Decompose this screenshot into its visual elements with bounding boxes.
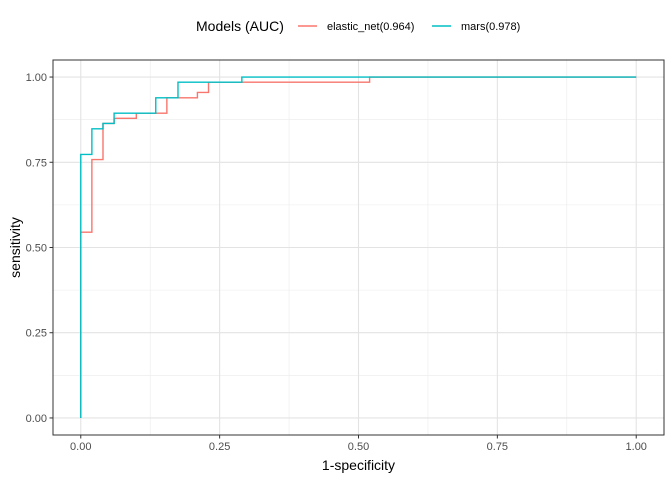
legend: Models (AUC) elastic_net(0.964) mars(0.97…: [196, 18, 520, 34]
y-tick-label: 0.75: [26, 157, 47, 169]
series-layer: [80, 76, 637, 418]
x-tick-label: 0.75: [487, 441, 508, 453]
x-tick-label: 0.50: [348, 441, 369, 453]
y-tick-label: 0.50: [26, 243, 47, 255]
tick-layer: 0.00 0.25 0.50 0.75 1.00 0.00 0.25 0.50 0.75 1.00: [26, 72, 647, 453]
legend-label-1: mars(0.978): [461, 21, 520, 33]
y-tick-label: 1.00: [26, 72, 47, 84]
grid-layer: [53, 60, 664, 435]
series-line-1: [80, 76, 637, 418]
legend-label-0: elastic_net(0.964): [327, 21, 414, 33]
x-tick-label: 1.00: [626, 441, 647, 453]
y-tick-label: 0.00: [26, 413, 47, 425]
legend-title: Models (AUC): [196, 18, 284, 34]
x-axis-title: 1-specificity: [322, 457, 395, 473]
x-tick-label: 0.25: [209, 441, 230, 453]
x-tick-label: 0.00: [70, 441, 91, 453]
y-tick-label: 0.25: [26, 328, 47, 340]
y-axis-title: sensitivity: [7, 217, 23, 278]
